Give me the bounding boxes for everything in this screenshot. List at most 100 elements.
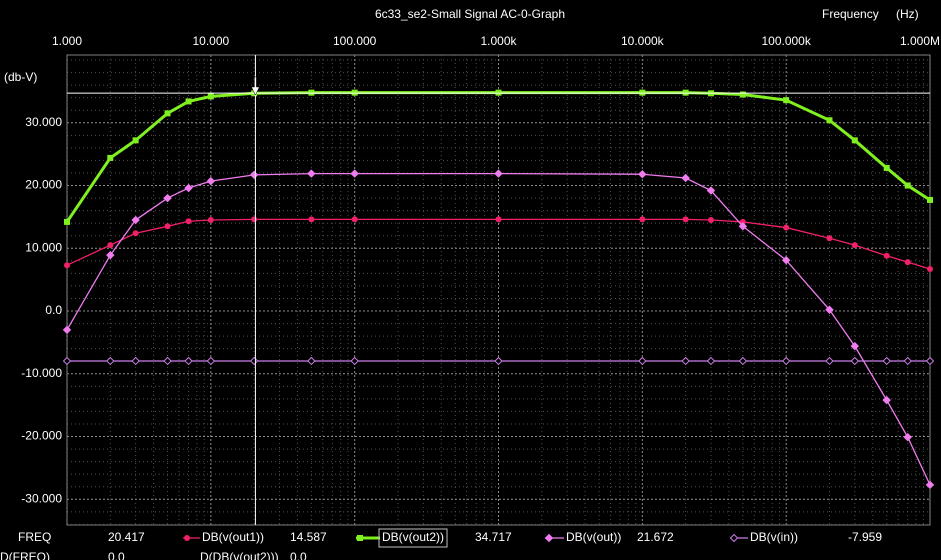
marker bbox=[164, 110, 171, 117]
marker bbox=[107, 154, 114, 161]
marker bbox=[681, 356, 690, 366]
marker bbox=[781, 356, 791, 366]
delta-series-value: 0.0 bbox=[290, 550, 307, 560]
marker bbox=[825, 305, 834, 314]
marker bbox=[903, 356, 912, 366]
marker bbox=[681, 173, 690, 183]
y-tick-label: 0.0 bbox=[45, 303, 62, 317]
marker bbox=[206, 356, 216, 366]
marker bbox=[132, 230, 139, 237]
marker bbox=[163, 193, 172, 203]
x-tick-label: 100.000 bbox=[333, 34, 377, 48]
marker bbox=[682, 216, 689, 223]
marker bbox=[850, 356, 859, 366]
y-tick-label: -20.000 bbox=[21, 429, 62, 443]
marker bbox=[251, 216, 258, 223]
marker bbox=[164, 223, 171, 230]
marker bbox=[131, 215, 140, 225]
x-tick-label: 1.000k bbox=[480, 34, 517, 48]
marker bbox=[707, 217, 714, 224]
marker bbox=[64, 218, 70, 225]
marker bbox=[206, 176, 216, 186]
marker bbox=[826, 235, 833, 242]
y-axis-label: (db-V) bbox=[4, 70, 37, 84]
marker bbox=[925, 480, 935, 490]
marker bbox=[638, 170, 647, 179]
marker bbox=[207, 217, 214, 224]
y-tick-label: 30.000 bbox=[25, 115, 62, 129]
marker bbox=[925, 356, 935, 366]
plot-frame bbox=[66, 54, 931, 526]
legend-label: DB(v(out)) bbox=[566, 530, 621, 544]
marker bbox=[739, 91, 746, 98]
marker bbox=[826, 117, 833, 124]
marker bbox=[106, 250, 115, 260]
legend-label: DB(v(out2)) bbox=[382, 530, 444, 544]
marker bbox=[184, 183, 193, 193]
legend-value: 34.717 bbox=[475, 530, 512, 544]
legend-marker bbox=[357, 535, 363, 541]
y-tick-label: -10.000 bbox=[21, 366, 62, 380]
legend-marker bbox=[729, 533, 739, 543]
marker bbox=[64, 262, 70, 269]
marker bbox=[781, 255, 791, 265]
cursor-arrow bbox=[251, 76, 260, 96]
marker bbox=[249, 170, 259, 180]
marker bbox=[882, 395, 891, 405]
delta-label: D(FREQ) bbox=[0, 550, 50, 560]
marker bbox=[350, 356, 359, 366]
marker bbox=[850, 341, 859, 351]
marker bbox=[106, 356, 115, 366]
marker bbox=[307, 356, 316, 366]
marker bbox=[883, 164, 890, 171]
marker bbox=[62, 325, 72, 335]
marker bbox=[851, 242, 858, 249]
marker bbox=[639, 89, 646, 96]
marker bbox=[706, 186, 716, 195]
marker bbox=[882, 356, 891, 366]
marker bbox=[350, 169, 359, 178]
marker bbox=[639, 216, 646, 223]
marker bbox=[783, 97, 790, 104]
marker bbox=[308, 216, 315, 223]
x-tick-label: 100.000k bbox=[761, 34, 811, 48]
marker bbox=[207, 93, 214, 100]
marker bbox=[783, 224, 790, 231]
x-tick-label: 1.000M bbox=[900, 34, 940, 48]
marker bbox=[638, 356, 647, 366]
legend-value: -7.959 bbox=[848, 530, 882, 544]
legend-value: 14.587 bbox=[290, 530, 327, 544]
marker bbox=[903, 432, 912, 442]
delta-series-label: D(DB(v(out2))) bbox=[200, 550, 279, 560]
series-line bbox=[65, 91, 931, 223]
chart-title: 6c33_se2-Small Signal AC-0-Graph bbox=[375, 7, 565, 21]
legend-selection bbox=[378, 528, 448, 548]
y-tick-label: 20.000 bbox=[25, 178, 62, 192]
marker bbox=[62, 356, 72, 366]
legend-label: DB(v(in)) bbox=[750, 530, 798, 544]
x-axis-label: Frequency bbox=[822, 7, 879, 21]
marker bbox=[351, 89, 358, 96]
y-tick-label: -30.000 bbox=[21, 491, 62, 505]
marker bbox=[883, 252, 890, 259]
cursor-value: 20.417 bbox=[108, 530, 145, 544]
marker bbox=[738, 356, 748, 366]
marker bbox=[307, 169, 316, 178]
marker bbox=[107, 242, 114, 249]
marker bbox=[927, 265, 933, 272]
marker bbox=[738, 222, 748, 231]
marker bbox=[825, 356, 834, 366]
marker bbox=[131, 356, 140, 366]
marker bbox=[851, 137, 858, 144]
x-tick-label: 10.000k bbox=[621, 34, 665, 48]
y-tick-label: 10.000 bbox=[25, 240, 62, 254]
x-tick-label: 10.000 bbox=[192, 34, 229, 48]
legend-label: DB(v(out1)) bbox=[202, 530, 264, 544]
series-line bbox=[66, 172, 931, 486]
marker bbox=[351, 216, 358, 223]
marker bbox=[132, 137, 139, 144]
series-line bbox=[66, 218, 931, 270]
marker bbox=[308, 89, 315, 96]
marker bbox=[739, 218, 746, 225]
